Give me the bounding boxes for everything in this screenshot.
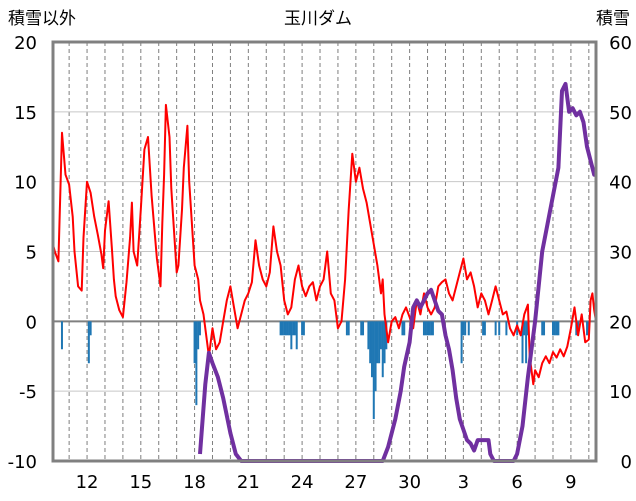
precip-bar <box>553 321 556 336</box>
precip-bar <box>283 321 286 336</box>
chart-title: 玉川ダム <box>284 9 352 29</box>
left-tick-label: 5 <box>26 243 37 264</box>
left-tick-label: 0 <box>26 312 37 333</box>
precip-bar <box>483 321 486 336</box>
precip-bar <box>482 321 485 336</box>
precip-bar <box>60 321 63 350</box>
x-tick-label: 15 <box>129 472 152 493</box>
precip-bar <box>494 321 497 336</box>
precip-bar <box>345 321 348 336</box>
right-tick-label: 60 <box>609 33 632 54</box>
precip-bar <box>293 321 296 336</box>
precip-bar <box>543 321 546 336</box>
precip-bar <box>290 321 293 350</box>
precip-bar <box>376 321 379 364</box>
x-tick-label: 9 <box>565 472 576 493</box>
right-tick-label: 10 <box>609 382 632 403</box>
precip-bar <box>431 321 434 336</box>
precip-bar <box>557 321 560 336</box>
precip-bar <box>460 321 463 364</box>
precip-bar <box>87 321 90 364</box>
precip-bar <box>586 321 589 336</box>
precip-bar <box>424 321 427 336</box>
precip-bar <box>426 321 429 336</box>
x-tick-label: 24 <box>291 472 314 493</box>
series-lines <box>52 81 597 463</box>
precip-bar <box>195 321 198 406</box>
precip-bar <box>525 321 528 364</box>
precip-bar <box>347 321 350 336</box>
precip-bar <box>521 321 524 364</box>
x-tick-label: 30 <box>398 472 421 493</box>
precip-bar <box>403 321 406 336</box>
precip-bar <box>523 321 526 336</box>
x-tick-label: 3 <box>458 472 469 493</box>
precip-bar <box>302 321 305 336</box>
precip-bar <box>383 321 386 364</box>
precip-bar <box>279 321 282 336</box>
x-tick-label: 6 <box>511 472 522 493</box>
precip-bar <box>370 321 373 378</box>
precip-bar <box>541 321 544 336</box>
precip-bar <box>505 321 508 336</box>
precip-bar <box>288 321 291 336</box>
precip-bar <box>198 321 201 336</box>
precip-bar <box>369 321 372 364</box>
precip-bar <box>197 321 200 350</box>
precip-bar <box>378 321 381 364</box>
x-tick-label: 18 <box>183 472 206 493</box>
precip-bar <box>295 321 298 350</box>
purple-series-line <box>198 81 597 463</box>
precip-bar <box>551 321 554 336</box>
right-axis-label: 積雪 <box>596 9 630 29</box>
precip-bar <box>374 321 377 392</box>
precip-bar <box>381 321 384 378</box>
precip-bar <box>281 321 284 336</box>
precip-bar <box>430 321 433 336</box>
precip-bar <box>292 321 295 336</box>
precip-bar <box>555 321 558 336</box>
precip-bar <box>286 321 289 336</box>
right-tick-label: 40 <box>609 173 632 194</box>
precip-bars <box>60 321 590 420</box>
left-tick-label: 15 <box>14 103 37 124</box>
precip-bar <box>362 321 365 336</box>
x-tick-label: 27 <box>344 472 367 493</box>
right-tick-label: 30 <box>609 243 632 264</box>
left-tick-label: 20 <box>14 33 37 54</box>
precip-bar <box>467 321 470 336</box>
precip-bar <box>301 321 304 336</box>
precip-bar <box>284 321 287 336</box>
precip-bar <box>89 321 92 336</box>
right-tick-label: 0 <box>621 452 632 473</box>
precip-bar <box>498 321 501 336</box>
right-tick-label: 20 <box>609 312 632 333</box>
precip-bar <box>401 321 404 336</box>
precip-bar <box>462 321 465 336</box>
precip-bar <box>428 321 431 336</box>
x-tick-label: 12 <box>76 472 99 493</box>
left-tick-label: -10 <box>8 452 37 473</box>
precip-bar <box>367 321 370 350</box>
precip-bar <box>464 321 467 336</box>
x-tick-label: 21 <box>237 472 260 493</box>
precip-bar <box>422 321 425 336</box>
left-tick-label: -5 <box>19 382 37 403</box>
left-axis-label: 積雪以外 <box>8 9 76 29</box>
left-tick-label: 10 <box>14 173 37 194</box>
precip-bar <box>193 321 196 364</box>
red-series-line <box>52 103 597 386</box>
plot-frame <box>51 40 598 463</box>
precip-bar <box>379 321 382 350</box>
precip-bar <box>360 321 363 336</box>
precip-bar <box>372 321 375 420</box>
right-tick-label: 50 <box>609 103 632 124</box>
